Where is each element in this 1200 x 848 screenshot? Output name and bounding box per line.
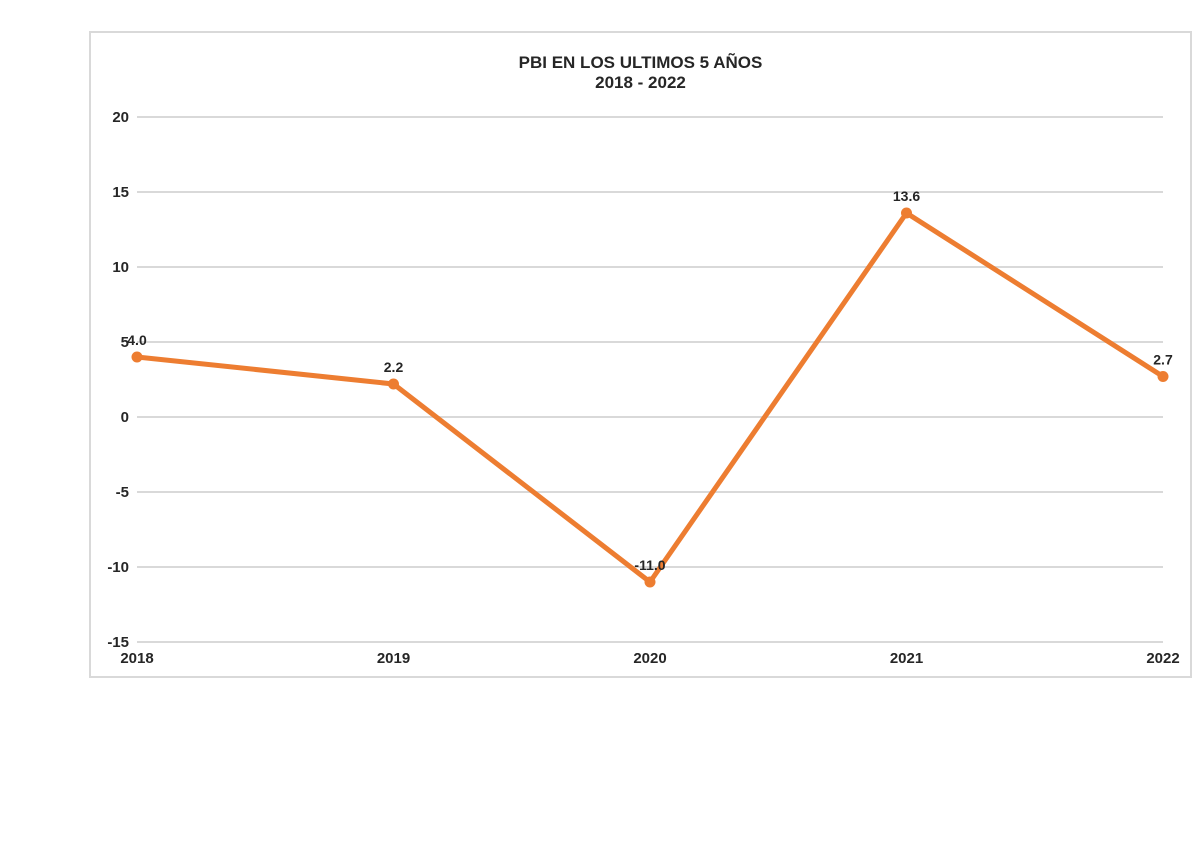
chart-frame: PBI EN LOS ULTIMOS 5 AÑOS 2018 - 2022 20…	[89, 31, 1192, 678]
data-point-marker	[644, 576, 656, 588]
y-axis-tick-label: -15	[107, 634, 129, 651]
y-axis-tick-label: 10	[112, 259, 129, 276]
chart-title-line1: PBI EN LOS ULTIMOS 5 AÑOS	[518, 53, 763, 72]
y-axis-tick-label: -5	[116, 484, 129, 501]
y-axis-tick-label: -10	[107, 559, 129, 576]
data-point-label: -11.0	[634, 557, 665, 573]
pbi-series-line	[134, 210, 1166, 585]
x-axis-category-label: 2022	[1146, 650, 1179, 667]
data-point-marker	[901, 207, 912, 219]
x-axis-category-label: 2019	[377, 650, 410, 667]
data-point-label: 13.6	[893, 188, 920, 204]
chart-title: PBI EN LOS ULTIMOS 5 AÑOS 2018 - 2022	[91, 53, 1190, 93]
data-point-label: 4.0	[127, 332, 147, 348]
x-axis-category-label: 2021	[890, 650, 923, 667]
y-axis-tick-label: 5	[121, 334, 129, 351]
x-axis-category-label: 2018	[120, 650, 153, 667]
data-point-label: 2.7	[1153, 352, 1173, 368]
x-axis-category-label: 2020	[633, 650, 666, 667]
data-point-marker	[388, 378, 399, 390]
y-axis-tick-label: 20	[112, 109, 129, 126]
y-axis-tick-label: 0	[121, 409, 129, 426]
data-point-marker	[1157, 371, 1169, 382]
data-point-label: 2.2	[384, 359, 404, 375]
y-axis-tick-label: 15	[112, 184, 129, 201]
data-point-marker	[131, 351, 143, 363]
chart-title-line2: 2018 - 2022	[595, 73, 686, 92]
